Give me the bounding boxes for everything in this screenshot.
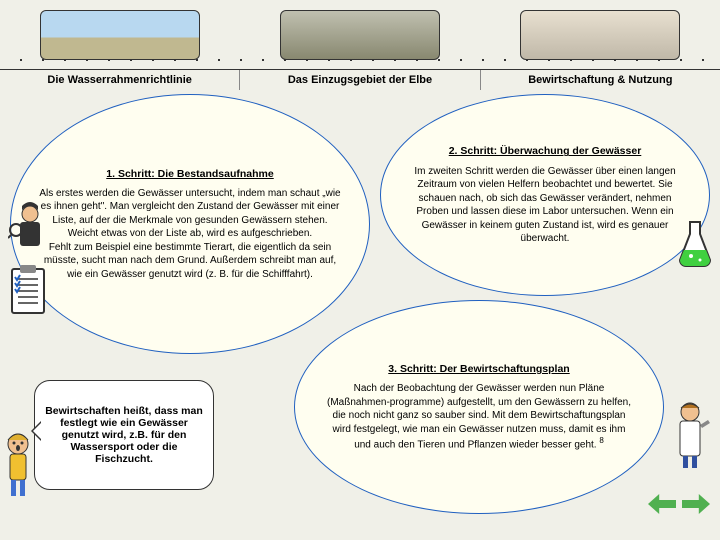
next-arrow[interactable] <box>682 494 710 514</box>
bubble-2-title: 2. Schritt: Überwachung der Gewässer <box>409 144 681 158</box>
flask-icon <box>676 220 714 268</box>
bubble-1-title: 1. Schritt: Die Bestandsaufnahme <box>39 167 341 181</box>
tab-wasserrahmenrichtlinie[interactable]: Die Wasserrahmenrichtlinie <box>0 70 240 90</box>
speech-bubble-definition: Bewirtschaften heißt, dass man festlegt … <box>34 380 214 490</box>
detective-icon <box>8 200 48 250</box>
scientist-icon <box>670 400 710 470</box>
clipboard-icon <box>8 265 48 317</box>
thumb-1[interactable] <box>40 10 200 60</box>
tab-einzugsgebiet[interactable]: Das Einzugsgebiet der Elbe <box>240 70 480 90</box>
prev-arrow[interactable] <box>648 494 676 514</box>
bubble-2-body: Im zweiten Schritt werden die Gewässer ü… <box>409 165 681 246</box>
bubble-3-body: Nach der Beobachtung der Gewässer werden… <box>323 382 635 452</box>
footnote-8: 8 <box>599 436 603 445</box>
bubble-schritt-3: 3. Schritt: Der Bewirtschaftungsplan Nac… <box>294 300 664 514</box>
bubble-schritt-1: 1. Schritt: Die Bestandsaufnahme Als ers… <box>10 94 370 354</box>
speech-text: Bewirtschaften heißt, dass man festlegt … <box>45 405 203 465</box>
tab-bewirtschaftung[interactable]: Bewirtschaftung & Nutzung <box>481 70 720 90</box>
bubble-schritt-2: 2. Schritt: Überwachung der Gewässer Im … <box>380 94 710 296</box>
kid-icon <box>0 430 36 500</box>
thumb-2[interactable] <box>280 10 440 60</box>
content-area: 1. Schritt: Die Bestandsaufnahme Als ers… <box>0 90 720 520</box>
tab-bar: Die Wasserrahmenrichtlinie Das Einzugsge… <box>0 70 720 90</box>
bubble-1-body: Als erstes werden die Gewässer untersuch… <box>39 187 341 282</box>
nav-arrows <box>648 494 710 514</box>
header-thumbnails <box>0 0 720 70</box>
bubble-3-title: 3. Schritt: Der Bewirtschaftungsplan <box>323 362 635 376</box>
thumb-3[interactable] <box>520 10 680 60</box>
